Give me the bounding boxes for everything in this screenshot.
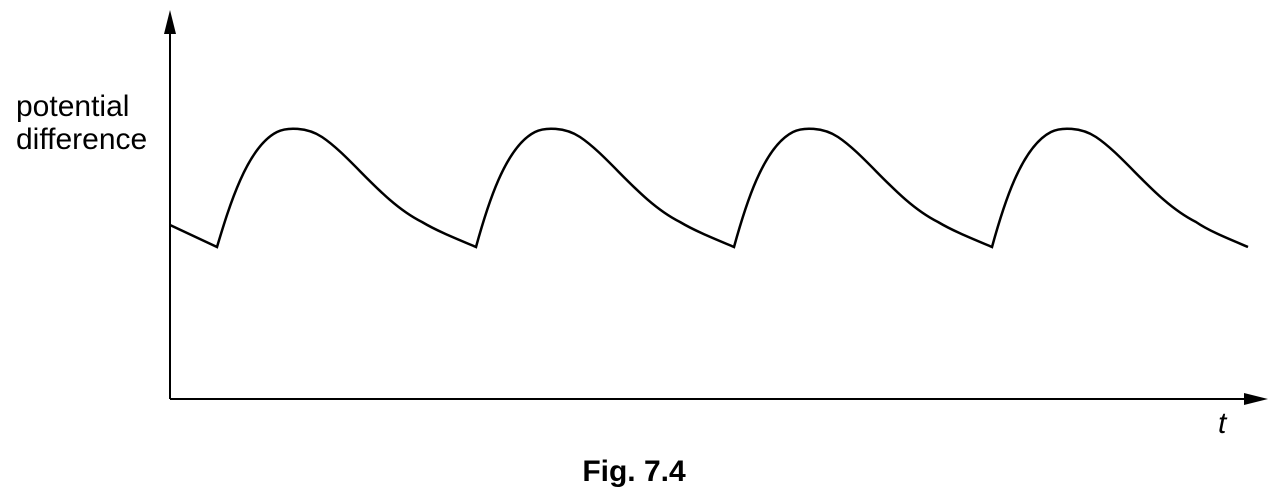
y-axis-arrowhead (164, 10, 176, 34)
potential-difference-curve (169, 127, 1249, 249)
y-axis-label-line-1: potential (16, 90, 129, 123)
figure-caption: Fig. 7.4 (582, 455, 686, 488)
x-axis-label: t (1218, 407, 1228, 440)
y-axis-label-line-2: difference (16, 123, 147, 156)
x-axis-arrowhead (1244, 393, 1268, 405)
